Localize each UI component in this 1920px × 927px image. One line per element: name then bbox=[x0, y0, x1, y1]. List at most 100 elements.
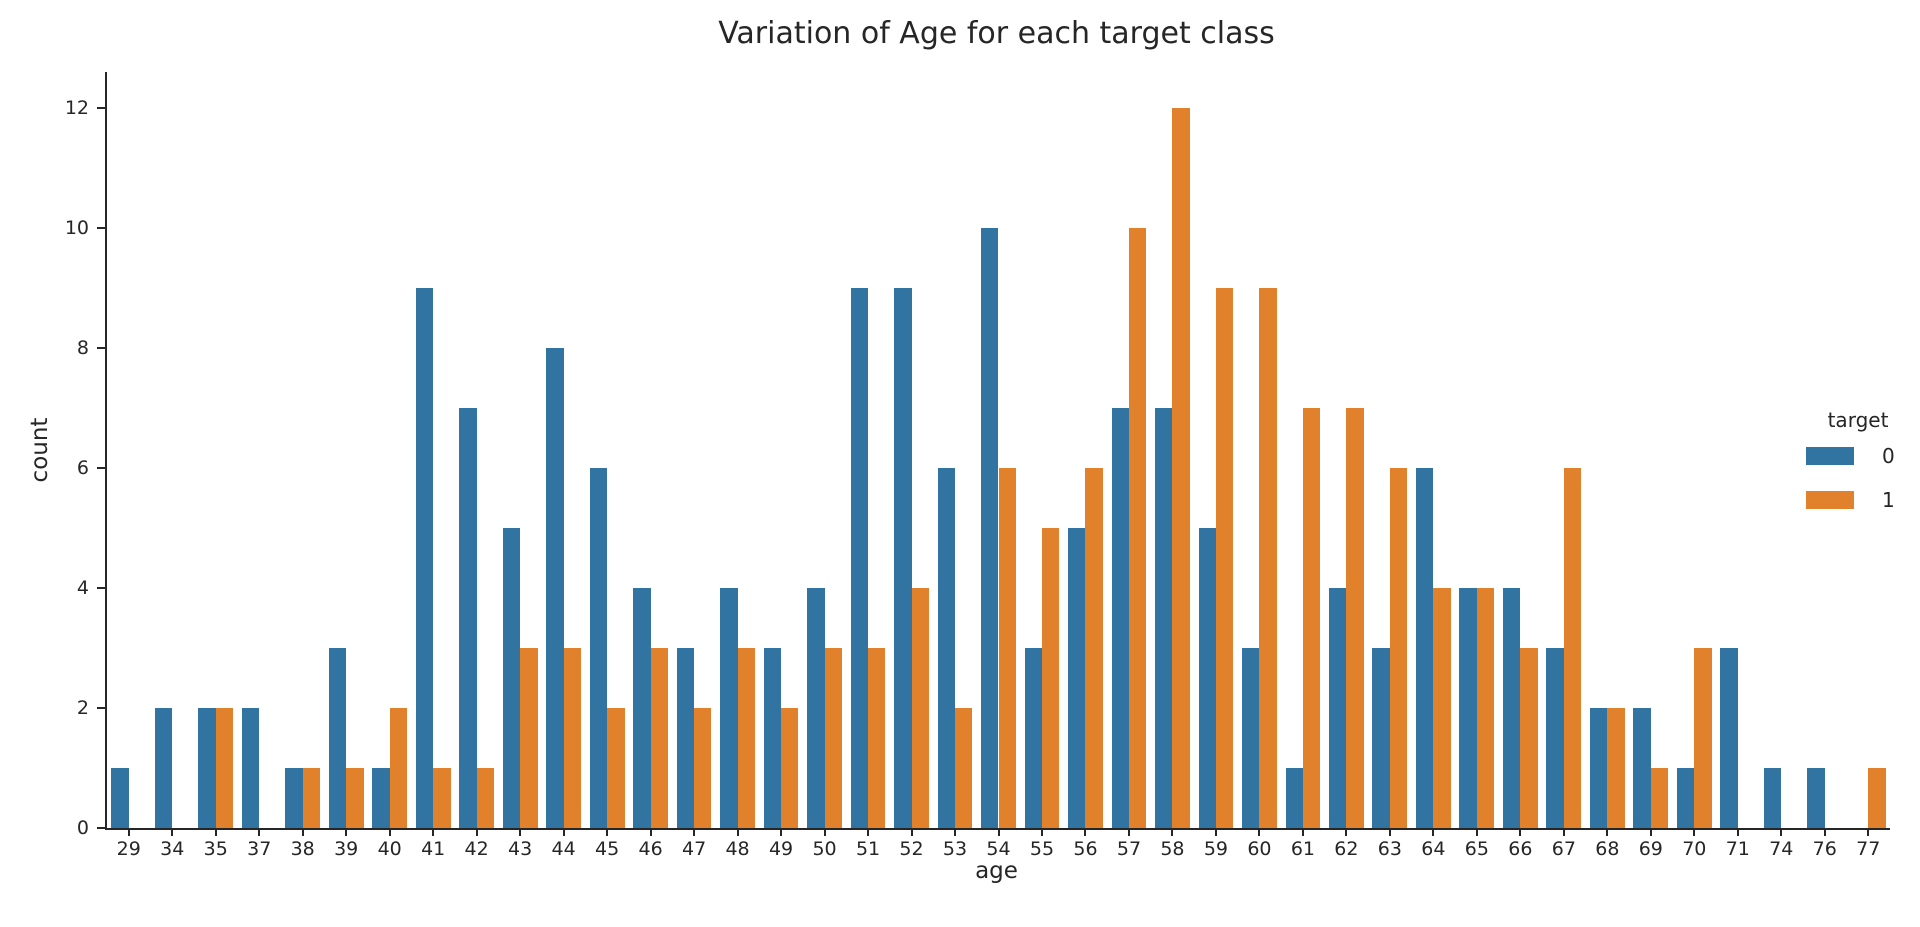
bar-age-62-target-1 bbox=[1346, 408, 1364, 828]
x-tick-mark bbox=[736, 828, 739, 836]
bar-age-41-target-0 bbox=[415, 288, 434, 828]
x-tick-mark bbox=[1214, 828, 1217, 836]
bar-age-44-target-1 bbox=[563, 648, 581, 828]
bar-age-54-target-0 bbox=[981, 228, 999, 828]
bar-age-52-target-1 bbox=[911, 588, 929, 828]
x-tick-label: 67 bbox=[1551, 838, 1576, 860]
bar-age-37-target-0 bbox=[241, 708, 260, 828]
bar-age-58-target-0 bbox=[1155, 408, 1173, 828]
bar-age-59-target-0 bbox=[1198, 528, 1216, 828]
y-tick-label: 12 bbox=[64, 97, 89, 119]
bar-age-38-target-0 bbox=[285, 768, 303, 828]
bar-age-58-target-1 bbox=[1172, 108, 1190, 828]
y-tick-mark bbox=[97, 827, 105, 829]
bar-age-49-target-0 bbox=[763, 648, 782, 828]
x-tick-mark bbox=[693, 828, 696, 836]
x-axis-label: age bbox=[975, 858, 1018, 884]
x-tick-label: 54 bbox=[986, 838, 1011, 860]
x-tick-label: 37 bbox=[247, 838, 272, 860]
x-tick-label: 39 bbox=[334, 838, 359, 860]
x-tick-label: 42 bbox=[464, 838, 489, 860]
bar-age-60-target-0 bbox=[1242, 648, 1260, 828]
x-tick-mark bbox=[1258, 828, 1261, 836]
x-tick-mark bbox=[910, 828, 913, 836]
bar-age-56-target-0 bbox=[1068, 528, 1086, 828]
bar-age-48-target-0 bbox=[720, 588, 738, 828]
bar-age-43-target-0 bbox=[502, 528, 521, 828]
bar-age-48-target-1 bbox=[737, 648, 755, 828]
x-tick-label: 44 bbox=[551, 838, 576, 860]
bar-age-61-target-1 bbox=[1302, 408, 1321, 828]
bar-age-39-target-0 bbox=[328, 648, 347, 828]
x-tick-label: 68 bbox=[1595, 838, 1620, 860]
x-tick-mark bbox=[1606, 828, 1609, 836]
legend-label: 1 bbox=[1882, 488, 1895, 512]
bar-age-47-target-1 bbox=[694, 708, 712, 828]
x-tick-label: 41 bbox=[421, 838, 446, 860]
x-tick-label: 58 bbox=[1160, 838, 1185, 860]
bar-age-46-target-1 bbox=[650, 648, 668, 828]
x-tick-mark bbox=[258, 828, 261, 836]
bar-age-53-target-1 bbox=[955, 708, 973, 828]
bar-age-45-target-0 bbox=[589, 468, 608, 828]
bar-age-56-target-1 bbox=[1085, 468, 1103, 828]
x-tick-label: 50 bbox=[812, 838, 837, 860]
bar-age-76-target-0 bbox=[1807, 768, 1825, 828]
x-tick-label: 56 bbox=[1073, 838, 1098, 860]
x-tick-label: 62 bbox=[1334, 838, 1359, 860]
bar-age-44-target-0 bbox=[546, 348, 564, 828]
bar-age-67-target-0 bbox=[1546, 648, 1564, 828]
bar-age-55-target-1 bbox=[1041, 528, 1060, 828]
x-tick-mark bbox=[823, 828, 826, 836]
bar-age-38-target-1 bbox=[302, 768, 321, 828]
y-tick-label: 10 bbox=[64, 217, 89, 239]
bar-age-66-target-1 bbox=[1520, 648, 1538, 828]
bar-age-40-target-1 bbox=[389, 708, 408, 828]
legend-title: target bbox=[1827, 408, 1889, 432]
y-tick-mark bbox=[97, 107, 105, 109]
bar-age-42-target-0 bbox=[459, 408, 477, 828]
bar-age-74-target-0 bbox=[1763, 768, 1782, 828]
x-tick-label: 61 bbox=[1290, 838, 1315, 860]
x-tick-label: 77 bbox=[1856, 838, 1881, 860]
bar-age-66-target-0 bbox=[1502, 588, 1521, 828]
x-tick-mark bbox=[1736, 828, 1739, 836]
x-tick-label: 57 bbox=[1116, 838, 1142, 860]
x-tick-label: 35 bbox=[203, 838, 228, 860]
y-tick-mark bbox=[97, 467, 105, 469]
bar-age-71-target-0 bbox=[1720, 648, 1738, 828]
x-tick-mark bbox=[1519, 828, 1522, 836]
x-tick-mark bbox=[171, 828, 174, 836]
x-tick-label: 76 bbox=[1812, 838, 1837, 860]
bar-age-34-target-0 bbox=[154, 708, 173, 828]
y-tick-label: 6 bbox=[76, 457, 89, 479]
bar-age-51-target-1 bbox=[868, 648, 886, 828]
x-tick-label: 66 bbox=[1508, 838, 1533, 860]
y-tick-label: 0 bbox=[76, 817, 89, 839]
x-tick-label: 70 bbox=[1682, 838, 1707, 860]
bar-age-62-target-0 bbox=[1329, 588, 1347, 828]
x-tick-label: 45 bbox=[595, 838, 620, 860]
y-axis-label: count bbox=[27, 417, 53, 483]
y-tick-label: 8 bbox=[76, 337, 89, 359]
chart-title: Variation of Age for each target class bbox=[718, 16, 1275, 51]
bar-age-69-target-1 bbox=[1650, 768, 1669, 828]
x-tick-label: 64 bbox=[1421, 838, 1446, 860]
legend-row: 0 bbox=[1798, 444, 1918, 468]
x-tick-mark bbox=[1780, 828, 1783, 836]
plot-area: 0 2 4 6 8 10 12 29 34 35 37 38 39 40 41 42 43 44 45 46 47 48 4… bbox=[65, 72, 1890, 860]
bar-age-43-target-1 bbox=[520, 648, 538, 828]
x-tick-mark bbox=[345, 828, 348, 836]
x-tick-mark bbox=[1823, 828, 1826, 836]
bar-age-60-target-1 bbox=[1259, 288, 1277, 828]
bar-age-46-target-0 bbox=[633, 588, 651, 828]
x-tick-mark bbox=[1388, 828, 1391, 836]
bar-age-67-target-1 bbox=[1563, 468, 1582, 828]
bar-age-47-target-0 bbox=[676, 648, 695, 828]
x-tick-mark bbox=[1867, 828, 1870, 836]
x-tick-label: 34 bbox=[160, 838, 185, 860]
x-tick-mark bbox=[1649, 828, 1652, 836]
x-tick-mark bbox=[1345, 828, 1348, 836]
